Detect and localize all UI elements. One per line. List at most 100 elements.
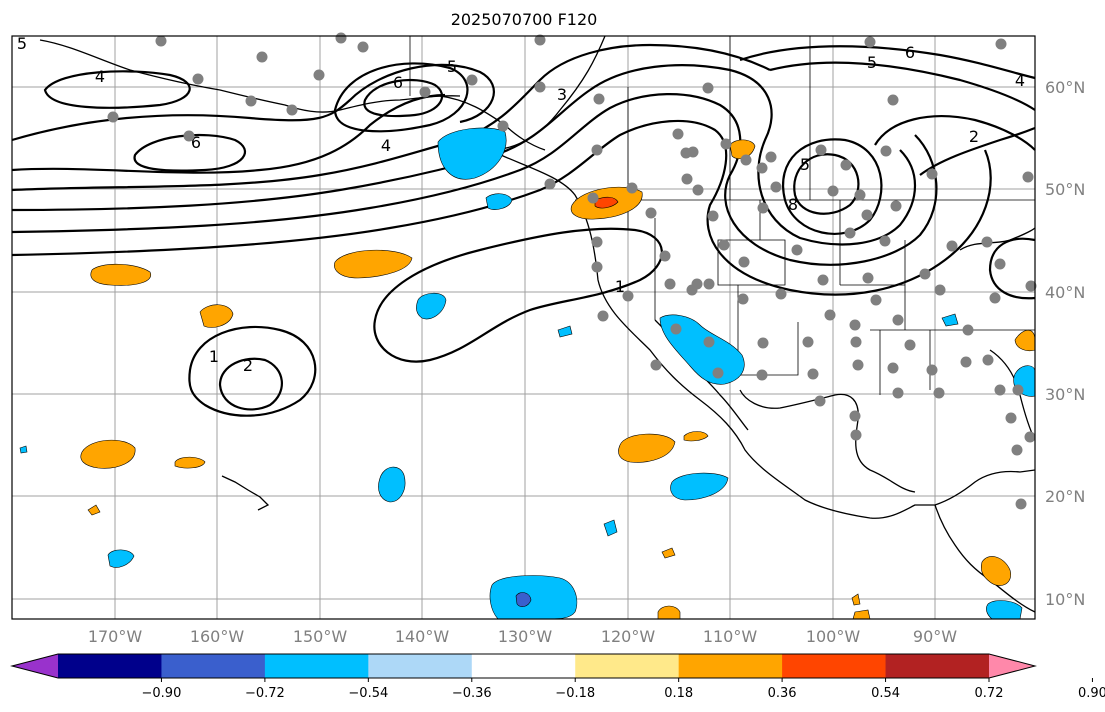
anomaly-regions	[19, 127, 1036, 620]
colorbar-segment	[58, 654, 162, 678]
contour-label: 2	[243, 356, 253, 375]
negative-anomaly-region	[670, 472, 729, 501]
contour-line	[11, 119, 992, 296]
map-panel: 5 4 6 6 5 4 3 6 5 5 4 2 1 1 2 8	[11, 32, 1037, 620]
contour-line	[11, 93, 938, 266]
negative-anomaly-region	[437, 127, 507, 180]
colorbar-ticks: −0.90 −0.72 −0.54 −0.36 −0.18 0.18 0.36 0.54 0.7…	[142, 678, 1105, 701]
colorbar-segment	[368, 654, 473, 678]
negative-anomaly-region	[107, 549, 135, 568]
contour-label: 2	[969, 127, 979, 146]
colorbar-segment	[782, 654, 887, 678]
positive-anomaly-region	[87, 504, 101, 516]
colorbar-extend-high	[989, 654, 1035, 678]
longitude-label: 90°W	[913, 627, 957, 646]
contour-line	[363, 78, 443, 118]
contour-label: 1	[209, 347, 219, 366]
contour-label: 5	[447, 57, 457, 76]
contour-line	[133, 133, 246, 172]
longitude-label: 100°W	[806, 627, 861, 646]
colorbar-tick-label: −0.18	[555, 686, 595, 701]
longitude-label: 110°W	[703, 627, 758, 646]
colorbar-tick-label: −0.72	[245, 686, 285, 701]
contour-line	[43, 70, 191, 109]
positive-anomaly-region	[174, 456, 206, 469]
contour-label: 5	[800, 155, 810, 174]
colorbar-tick-label: 0.36	[768, 686, 797, 701]
negative-anomaly-region	[485, 193, 513, 210]
colorbar-segments	[12, 654, 1035, 678]
positive-anomaly-region	[80, 439, 136, 469]
contour-label: 8	[788, 195, 798, 214]
colorbar-segment	[264, 654, 369, 678]
colorbar-outline	[10, 653, 1037, 679]
latitude-label: 20°N	[1045, 487, 1085, 506]
contour-line	[739, 45, 1036, 80]
colorbar-tick-label: 0.72	[975, 686, 1004, 701]
negative-anomaly-region	[416, 292, 447, 320]
negative-anomaly-region	[378, 466, 406, 503]
latitude-label: 10°N	[1045, 590, 1085, 609]
contour-label: 4	[381, 136, 391, 155]
strong-positive-anomaly-region	[594, 196, 619, 209]
colorbar: −0.90 −0.72 −0.54 −0.36 −0.18 0.18 0.36 0.54 0.7…	[10, 653, 1105, 701]
contour-line	[333, 62, 469, 133]
map-title: 2025070700 F120	[451, 10, 598, 29]
contour-label: 1	[615, 277, 625, 296]
longitude-label: 170°W	[88, 627, 143, 646]
contour-label-group: 5 4 6 6 5 4 3 6 5 5 4 2 1 1 2 8	[17, 34, 1025, 375]
contour-line	[988, 237, 1036, 300]
positive-anomaly-region	[729, 139, 756, 159]
colorbar-tick-label: 0.18	[664, 686, 693, 701]
contour-line	[218, 357, 283, 411]
contour-line	[793, 153, 860, 215]
contour-label: 6	[393, 73, 403, 92]
contour-label: 5	[867, 53, 877, 72]
contour-lines	[11, 43, 1036, 417]
contour-label: 4	[1015, 71, 1025, 90]
colorbar-tick-label: −0.36	[452, 686, 492, 701]
positive-anomaly-region	[683, 431, 709, 442]
contour-label: 6	[905, 43, 915, 62]
negative-anomaly-region	[941, 313, 959, 327]
positive-anomaly-region	[851, 593, 861, 606]
contour-line	[769, 61, 1036, 111]
positive-anomaly-region	[657, 605, 681, 620]
colorbar-extend-low	[12, 654, 58, 678]
station-dots	[107, 32, 1037, 510]
contour-line	[11, 64, 917, 246]
strong-negative-anomaly-region	[515, 592, 532, 607]
longitude-label: 120°W	[601, 627, 656, 646]
negative-anomaly-region	[603, 519, 618, 537]
contour-line	[11, 93, 446, 174]
map-frame	[11, 35, 1036, 620]
contour-line	[11, 63, 495, 142]
latitude-axis: 10°N 20°N 30°N 40°N 50°N 60°N	[1045, 78, 1085, 609]
longitude-label: 160°W	[190, 627, 245, 646]
negative-anomaly-region	[557, 325, 573, 338]
contour-line	[874, 115, 1036, 151]
contour-label: 3	[557, 85, 567, 104]
latitude-label: 40°N	[1045, 283, 1085, 302]
contour-line	[782, 138, 883, 235]
positive-anomaly-region	[661, 547, 676, 559]
longitude-label: 130°W	[498, 627, 553, 646]
contour-line	[373, 227, 663, 363]
latitude-label: 30°N	[1045, 385, 1085, 404]
colorbar-segment	[471, 654, 576, 678]
colorbar-segment	[161, 654, 266, 678]
contour-line	[919, 126, 1036, 176]
longitude-label: 140°W	[395, 627, 450, 646]
colorbar-segment	[575, 654, 680, 678]
contour-line	[188, 325, 317, 417]
positive-anomaly-region	[334, 249, 413, 279]
longitude-axis: 170°W 160°W 150°W 140°W 130°W 120°W 110°…	[88, 627, 957, 646]
map-background	[12, 36, 1035, 619]
positive-anomaly-region	[90, 263, 152, 286]
colorbar-segment	[885, 654, 990, 678]
contour-label: 6	[191, 133, 201, 152]
negative-anomaly-region	[489, 575, 578, 620]
negative-anomaly-region	[19, 445, 28, 454]
colorbar-segment	[678, 654, 783, 678]
